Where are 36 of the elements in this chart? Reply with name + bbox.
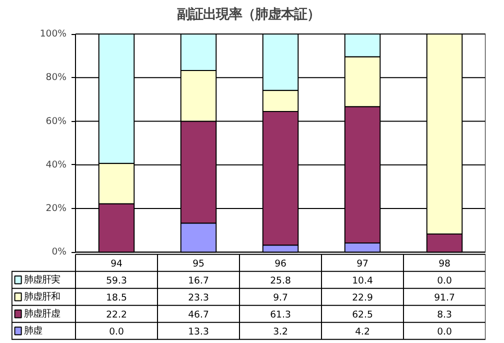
data-label: 8.3 [437,309,452,320]
y-tick-label: 40% [46,159,67,170]
legend-label: 肺虚肝実 [24,274,60,286]
y-tick-label: 0% [52,246,67,258]
y-tick-label: 60% [46,116,67,127]
data-label: 16.7 [188,275,209,286]
y-tick-label: 80% [46,72,67,84]
data-label: 59.3 [106,275,127,286]
data-label: 0.0 [437,326,452,338]
legend-label: 肺虚 [24,325,42,336]
data-label: 18.5 [106,292,127,304]
x-tick-label: 95 [192,258,204,270]
data-label: 22.9 [352,292,373,304]
chart-title: 副証出現率（肺虚本証） [177,6,320,22]
data-label: 0.0 [109,326,124,338]
data-label: 61.3 [270,309,291,320]
data-label: 9.7 [273,292,288,304]
data-label: 23.3 [188,292,209,304]
y-tick-label: 20% [46,203,67,214]
data-label: 46.7 [188,309,209,320]
data-label: 10.4 [352,275,373,286]
data-label: 91.7 [434,292,455,304]
data-label: 13.3 [188,326,209,338]
data-label: 3.2 [273,326,288,338]
x-tick-label: 96 [274,258,286,270]
data-label: 4.2 [355,326,370,338]
data-label: 0.0 [437,275,452,286]
legend-label: 肺虚肝和 [24,291,60,302]
x-tick-label: 94 [110,258,122,270]
data-label: 22.2 [106,309,127,320]
data-label: 25.8 [270,275,291,286]
x-tick-label: 97 [356,258,368,270]
legend-label: 肺虚肝虚 [24,308,60,320]
x-tick-label: 98 [438,258,450,270]
y-tick-label: 100% [40,28,67,40]
data-label: 62.5 [352,309,373,320]
